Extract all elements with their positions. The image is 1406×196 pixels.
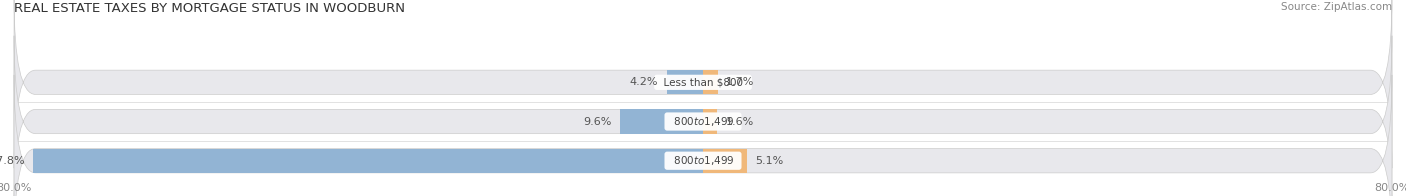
- Text: $800 to $1,499: $800 to $1,499: [666, 115, 740, 128]
- Text: 1.6%: 1.6%: [725, 116, 754, 127]
- Bar: [32, 149, 703, 173]
- Bar: [703, 70, 717, 94]
- FancyBboxPatch shape: [14, 0, 1392, 168]
- Text: 9.6%: 9.6%: [583, 116, 612, 127]
- Text: Source: ZipAtlas.com: Source: ZipAtlas.com: [1281, 2, 1392, 12]
- Text: 77.8%: 77.8%: [0, 156, 24, 166]
- FancyBboxPatch shape: [14, 75, 1392, 196]
- Bar: [666, 70, 703, 94]
- Bar: [703, 149, 747, 173]
- Bar: [620, 109, 703, 134]
- Bar: [703, 109, 717, 134]
- Text: 1.7%: 1.7%: [727, 77, 755, 87]
- FancyBboxPatch shape: [14, 36, 1392, 196]
- Text: $800 to $1,499: $800 to $1,499: [666, 154, 740, 167]
- Text: REAL ESTATE TAXES BY MORTGAGE STATUS IN WOODBURN: REAL ESTATE TAXES BY MORTGAGE STATUS IN …: [14, 2, 405, 15]
- Text: 5.1%: 5.1%: [755, 156, 783, 166]
- Text: 4.2%: 4.2%: [630, 77, 658, 87]
- Text: Less than $800: Less than $800: [657, 77, 749, 87]
